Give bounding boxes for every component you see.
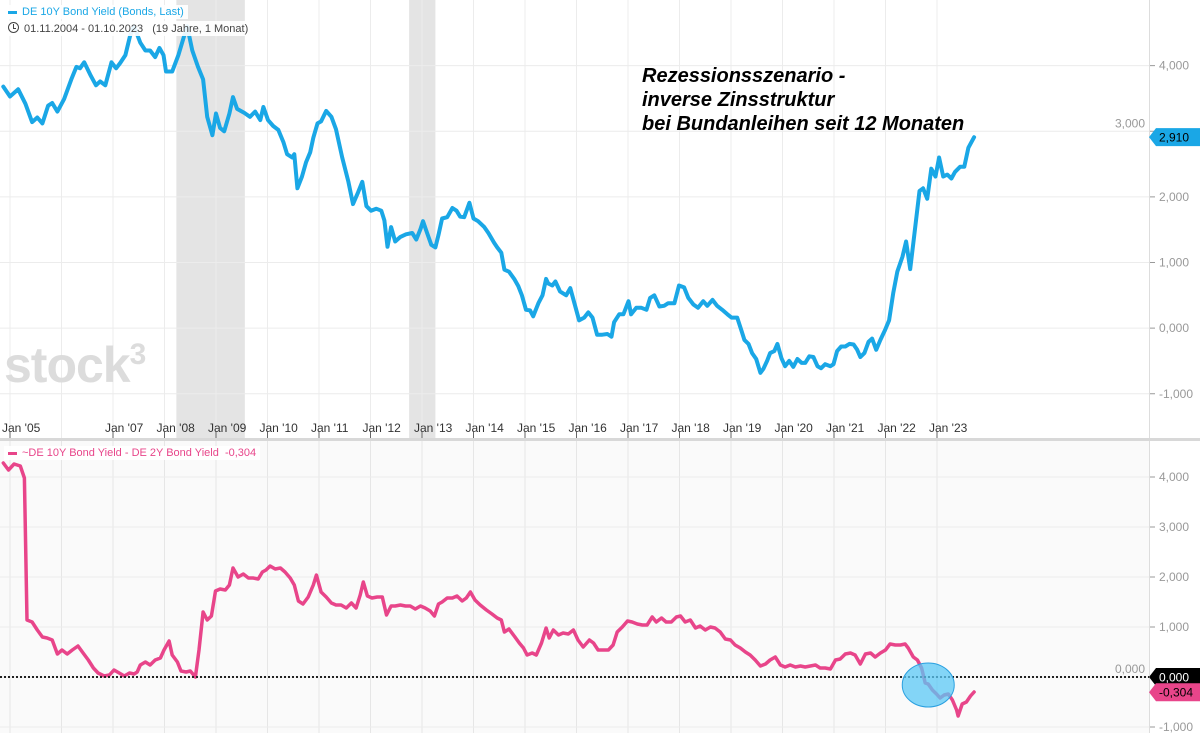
last-value-badge-label: 2,910 (1159, 131, 1189, 145)
x-tick-label: Jan '19 (723, 421, 762, 435)
yield-line (1, 24, 977, 375)
x-tick-label: Jan '16 (569, 421, 608, 435)
y-tick-label: 2,000 (1159, 190, 1189, 204)
y-tick-label: 4,000 (1159, 59, 1189, 73)
x-tick-label: Jan '09 (208, 421, 247, 435)
y-tick-label: 3,000 (1115, 116, 1145, 130)
y-tick-label: -1,000 (1159, 387, 1193, 401)
stock3-logo-watermark: stock3 (4, 337, 146, 393)
annotation-text: Rezessionsszenario - inverse Zinsstruktu… (642, 64, 964, 136)
legend-swatch-spread (8, 451, 17, 455)
y-tick-label: -1,000 (1159, 720, 1193, 733)
x-tick-label: Jan '14 (466, 421, 505, 435)
legend-swatch-yield (8, 10, 17, 14)
y-tick-label: 3,000 (1159, 520, 1189, 534)
clock-icon (8, 22, 19, 33)
x-tick-label: Jan '11 (311, 421, 349, 435)
x-tick-label: Jan '22 (878, 421, 917, 435)
x-tick-label: Jan '10 (260, 421, 299, 435)
date-range-span: (19 Jahre, 1 Monat) (152, 23, 249, 35)
x-tick-label: Jan '18 (672, 421, 711, 435)
highlight-ellipse (901, 662, 955, 708)
recession-shade (176, 0, 245, 438)
spread-last-value-badge-label: -0,304 (1159, 686, 1193, 700)
x-tick-label: Jan '05 (2, 421, 41, 435)
legend-top[interactable]: DE 10Y Bond Yield (Bonds, Last) (4, 5, 188, 19)
series-lines (0, 24, 1149, 718)
x-tick-label: Jan '17 (620, 421, 659, 435)
y-tick-label: 1,000 (1159, 256, 1189, 270)
x-tick-label: Jan '07 (105, 421, 144, 435)
legend-bottom-label: ~DE 10Y Bond Yield - DE 2Y Bond Yield (22, 447, 219, 459)
annotation-line-3: bei Bundanleihen seit 12 Monaten (642, 113, 965, 135)
x-tick-label: Jan '13 (414, 421, 453, 435)
legend-top-label: DE 10Y Bond Yield (Bonds, Last) (22, 6, 184, 18)
y-tick-label: 1,000 (1159, 620, 1189, 634)
y-tick-label: 2,000 (1159, 570, 1189, 584)
y-tick-label: 0,000 (1115, 662, 1145, 676)
annotation-line-1: Rezessionsszenario - (642, 65, 846, 87)
x-tick-label: Jan '23 (929, 421, 968, 435)
x-tick-label: Jan '21 (826, 421, 865, 435)
lower-panel-background (0, 441, 1149, 733)
x-tick-label: Jan '20 (775, 421, 814, 435)
y-tick-label: 4,000 (1159, 470, 1189, 484)
spread-line (1, 461, 976, 718)
legend-bottom-value: -0,304 (224, 447, 257, 459)
x-tick-label: Jan '12 (363, 421, 402, 435)
spread-last-value-badge (1149, 683, 1200, 702)
x-tick-label: Jan '08 (157, 421, 196, 435)
zero-badge-label: 0,000 (1159, 671, 1189, 685)
zero-badge (1149, 668, 1200, 686)
date-range-text: 01.11.2004 - 01.10.2023 (24, 23, 144, 35)
annotation-line-2: inverse Zinsstruktur (642, 89, 835, 111)
date-range[interactable]: 01.11.2004 - 01.10.2023 (19 Jahre, 1 Mon… (4, 21, 253, 36)
x-tick-label: Jan '15 (517, 421, 556, 435)
axes: Jan '05 Jan '07 Jan '08 Jan '09 Jan '10 Jan '… (2, 59, 1193, 733)
y-tick-label: 0,000 (1159, 321, 1189, 335)
last-value-badge (1149, 128, 1200, 147)
legend-bottom[interactable]: ~DE 10Y Bond Yield - DE 2Y Bond Yield -0… (4, 446, 261, 460)
